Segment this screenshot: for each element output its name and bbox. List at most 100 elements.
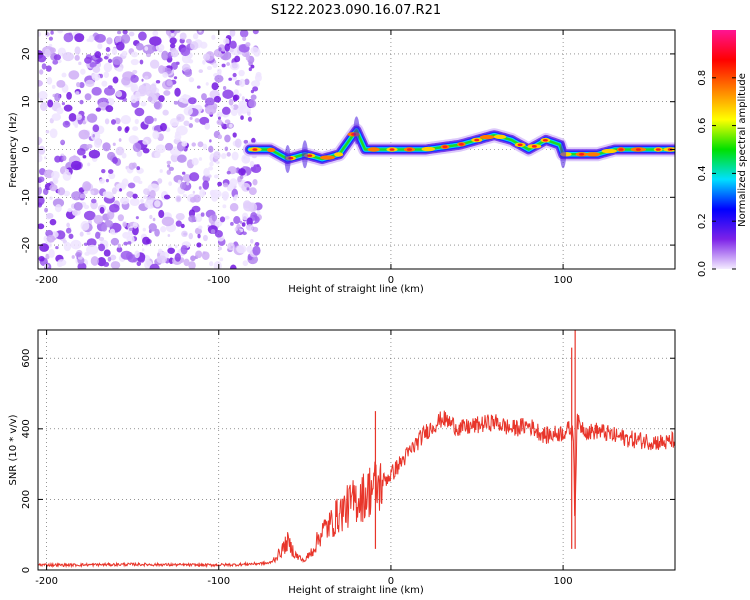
noise-blob (78, 129, 90, 140)
noise-blob (44, 207, 49, 213)
spectrogram-y-tick-label: 10 (21, 95, 32, 108)
noise-blob (241, 222, 246, 227)
noise-blob (245, 42, 251, 47)
noise-blob (128, 135, 139, 144)
noise-blob (52, 198, 65, 208)
noise-blob (106, 37, 113, 45)
noise-blob (160, 226, 167, 233)
noise-blob (128, 31, 135, 37)
noise-blob (217, 116, 221, 120)
noise-blob (83, 242, 88, 246)
noise-blob (161, 216, 175, 227)
snr-x-tick-label: -200 (35, 576, 58, 587)
noise-blob (183, 106, 193, 116)
noise-blob (224, 146, 229, 152)
snr-y-tick-label: 600 (21, 349, 32, 368)
noise-blob (243, 139, 249, 144)
noise-blob (140, 101, 147, 107)
noise-blob (91, 86, 102, 96)
noise-blob (54, 92, 61, 102)
noise-blob (179, 32, 187, 40)
noise-blob (103, 71, 110, 79)
noise-blob (97, 43, 103, 50)
noise-blob (43, 156, 47, 160)
noise-blob (239, 30, 249, 38)
noise-blob (95, 107, 102, 112)
noise-blob (49, 196, 53, 200)
ridge-hotspot (421, 146, 436, 152)
noise-blob (135, 216, 139, 220)
noise-blob (130, 94, 138, 104)
noise-blob (136, 166, 141, 171)
noise-blob (198, 30, 202, 33)
ridge-peak (618, 148, 624, 151)
noise-blob (212, 63, 218, 68)
noise-blob (63, 241, 72, 252)
noise-blob (204, 122, 211, 130)
noise-blob (101, 169, 106, 174)
ridge-smear (284, 145, 291, 174)
noise-blob (158, 209, 165, 219)
noise-blob (77, 262, 87, 269)
noise-blob (38, 54, 47, 63)
noise-blob (38, 182, 41, 188)
noise-blob (246, 217, 253, 227)
noise-blob (131, 85, 136, 91)
noise-blob (66, 222, 70, 228)
noise-blob (61, 72, 67, 78)
noise-blob (66, 91, 72, 100)
noise-blob (122, 221, 127, 228)
noise-blob (95, 231, 101, 239)
noise-blob (72, 120, 79, 126)
noise-blob (115, 146, 125, 156)
noise-blob (176, 154, 187, 163)
spectrogram-x-tick-label: 0 (388, 275, 394, 286)
noise-blob (132, 221, 138, 229)
noise-blob (143, 195, 148, 200)
ridge-peak (542, 138, 548, 142)
noise-blob (90, 190, 95, 195)
noise-blob (193, 194, 201, 203)
noise-blob (246, 224, 254, 231)
noise-blob (121, 76, 131, 86)
noise-blob (155, 79, 161, 84)
spectrogram-x-tick-label: -200 (35, 275, 58, 286)
noise-blob (71, 191, 82, 201)
noise-blob (62, 171, 72, 181)
noise-blob (38, 255, 45, 262)
noise-blob (233, 216, 241, 225)
noise-blob (75, 114, 83, 121)
noise-blob (149, 94, 158, 105)
noise-blob (112, 156, 118, 164)
noise-blob (214, 74, 224, 83)
noise-blob (79, 231, 84, 237)
noise-blob (230, 108, 238, 117)
noise-blob (122, 231, 131, 239)
noise-blob (90, 198, 97, 204)
noise-blob (181, 230, 188, 238)
noise-blob (216, 119, 223, 125)
noise-blob (230, 221, 234, 226)
noise-blob (161, 50, 169, 61)
noise-blob (44, 48, 51, 58)
noise-blob (221, 63, 226, 68)
noise-blob (106, 53, 110, 57)
noise-blob (138, 31, 147, 41)
noise-blob (86, 38, 91, 42)
noise-blob (174, 87, 181, 97)
noise-blob (129, 197, 140, 207)
noise-blob (132, 142, 142, 153)
ridge-smear (560, 140, 567, 169)
noise-blob (226, 185, 234, 192)
noise-blob (142, 227, 146, 232)
noise-blob (56, 107, 64, 115)
noise-blob (196, 242, 202, 248)
noise-blob (38, 31, 42, 37)
noise-blob (166, 80, 173, 87)
noise-blob (221, 191, 230, 200)
noise-blob (241, 182, 251, 192)
noise-blob (229, 264, 237, 269)
noise-blob (56, 80, 66, 88)
noise-blob (92, 133, 95, 138)
